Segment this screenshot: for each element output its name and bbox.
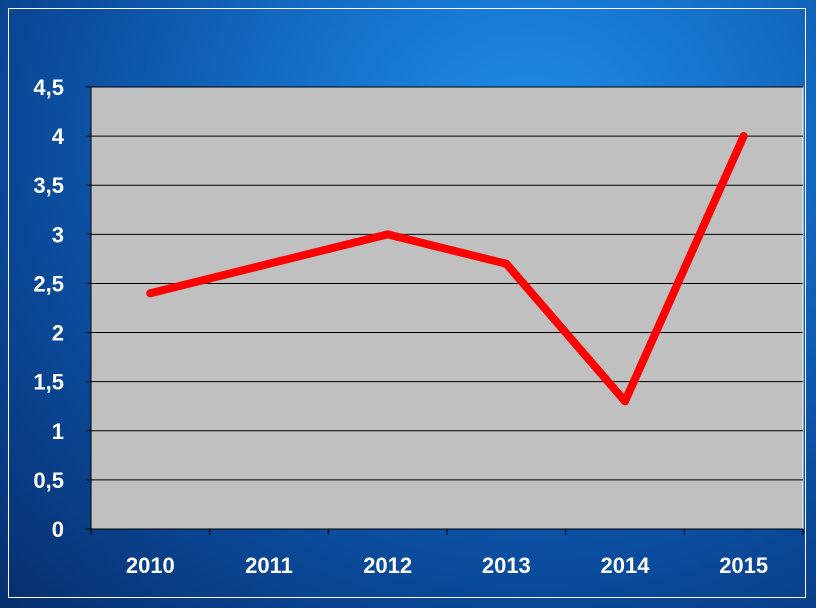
y-tick-label: 0 <box>52 517 64 542</box>
data-point <box>502 259 511 268</box>
x-tick-label: 2015 <box>719 553 768 578</box>
data-point <box>739 132 748 141</box>
y-tick-label: 2 <box>52 321 64 346</box>
x-tick-label: 2010 <box>126 553 175 578</box>
y-tick-label: 4 <box>52 124 65 149</box>
data-point <box>383 230 392 239</box>
y-tick-label: 3 <box>52 222 64 247</box>
plot-area <box>90 86 804 530</box>
x-tick-label: 2014 <box>601 553 651 578</box>
y-tick-label: 0,5 <box>33 468 64 493</box>
y-axis: 0 0,5 1 1,5 2 2,5 3 3,5 4 4,5 <box>33 75 92 542</box>
y-tick-label: 2,5 <box>33 271 64 296</box>
x-tick-label: 2012 <box>363 553 412 578</box>
data-point <box>146 289 155 298</box>
y-tick-label: 1,5 <box>33 370 64 395</box>
y-tick-label: 3,5 <box>33 173 64 198</box>
x-tick-label: 2013 <box>482 553 531 578</box>
series-line <box>146 132 748 406</box>
y-tick-label: 1 <box>52 419 64 444</box>
data-point <box>265 259 273 268</box>
gridlines <box>91 86 803 481</box>
series <box>146 132 748 406</box>
slide-frame <box>8 8 806 598</box>
data-point <box>621 397 629 406</box>
y-tick-label: 4,5 <box>33 75 64 100</box>
x-axis: 2010 2011 2012 2013 2014 2015 <box>90 528 804 578</box>
x-tick-label: 2011 <box>245 553 293 578</box>
